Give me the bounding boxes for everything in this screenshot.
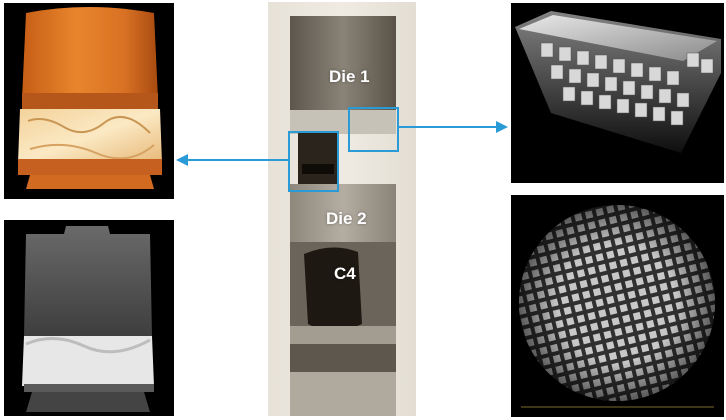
xray-stack-panel [268, 2, 416, 416]
grayscale-cross-section-panel [4, 220, 174, 416]
micro-bump-3d [511, 3, 724, 183]
c4-label: C4 [334, 264, 356, 283]
orange-3d-render-panel [4, 3, 174, 199]
highlight-box-right [348, 107, 399, 152]
right-arrow-head [496, 121, 508, 133]
xray-cross-section [4, 220, 174, 416]
left-arrow-head [176, 154, 188, 166]
die1-label: Die 1 [329, 67, 370, 86]
die2-label: Die 2 [326, 209, 367, 228]
bump-array-3d-panel [511, 3, 724, 183]
die-stack-3d-render [4, 3, 174, 199]
bump-grid-topview-panel [511, 195, 724, 417]
highlight-box-left [288, 131, 339, 192]
bump-grid-slice [511, 195, 724, 417]
xray-stack-image [268, 2, 416, 416]
